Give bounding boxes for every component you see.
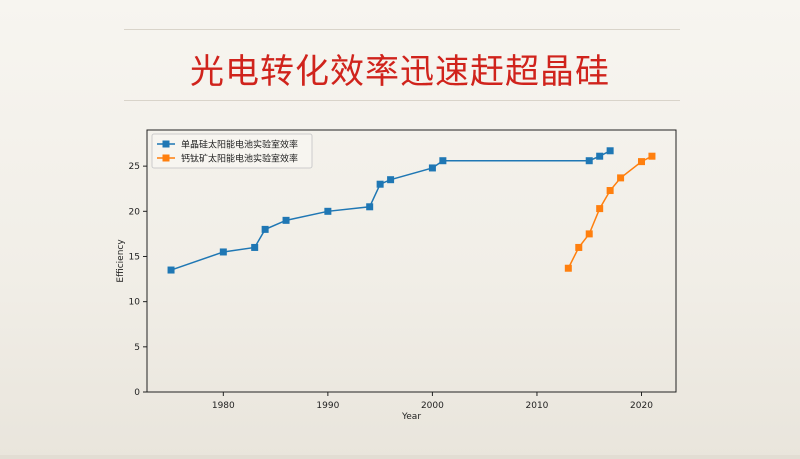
x-tick-label: 1990 (316, 401, 339, 411)
y-tick-label: 20 (129, 207, 141, 217)
x-tick-label: 2010 (526, 401, 549, 411)
legend-label: 单晶硅太阳能电池实验室效率 (181, 139, 298, 151)
plot-frame (146, 129, 677, 393)
bottom-band (0, 455, 800, 459)
data-point (251, 243, 259, 251)
data-point (282, 216, 290, 224)
data-point (167, 266, 175, 274)
series-line (567, 155, 653, 269)
legend-marker (162, 154, 170, 162)
y-tick-label: 25 (129, 162, 140, 172)
title-rule (124, 100, 680, 101)
data-point (606, 147, 614, 155)
legend-marker (162, 140, 170, 148)
legend-box (151, 133, 313, 169)
data-point (638, 158, 645, 166)
data-point (324, 207, 332, 215)
data-point (564, 264, 572, 272)
y-tick-label: 0 (134, 388, 140, 398)
data-point (617, 174, 625, 182)
x-tick-label: 2000 (421, 401, 444, 411)
data-point (428, 164, 436, 172)
legend-label: 钙钛矿太阳能电池实验室效率 (181, 153, 298, 165)
data-point (376, 180, 384, 188)
y-tick-label: 5 (134, 343, 140, 353)
series-line (170, 150, 611, 271)
data-point (596, 205, 604, 213)
slide-title: 光电转化效率迅速赶超晶硅 (190, 52, 610, 92)
top-rule (124, 29, 680, 30)
data-point (219, 248, 227, 256)
x-axis-label: Year (401, 412, 421, 422)
series-1 (167, 147, 614, 274)
y-tick-label: 15 (129, 252, 140, 262)
y-axis-label: Efficiency (116, 239, 126, 283)
x-tick-label: 2020 (630, 401, 653, 411)
data-point (606, 187, 614, 195)
data-point (575, 243, 583, 251)
x-tick-label: 1980 (212, 401, 235, 411)
data-point (261, 225, 269, 233)
data-point (585, 230, 593, 238)
y-tick-label: 10 (129, 298, 141, 308)
data-point (596, 152, 604, 160)
data-point (366, 203, 374, 211)
data-point (387, 176, 395, 184)
series-2 (564, 152, 656, 272)
data-point (439, 157, 447, 165)
data-point (585, 157, 593, 165)
data-point (648, 152, 656, 160)
